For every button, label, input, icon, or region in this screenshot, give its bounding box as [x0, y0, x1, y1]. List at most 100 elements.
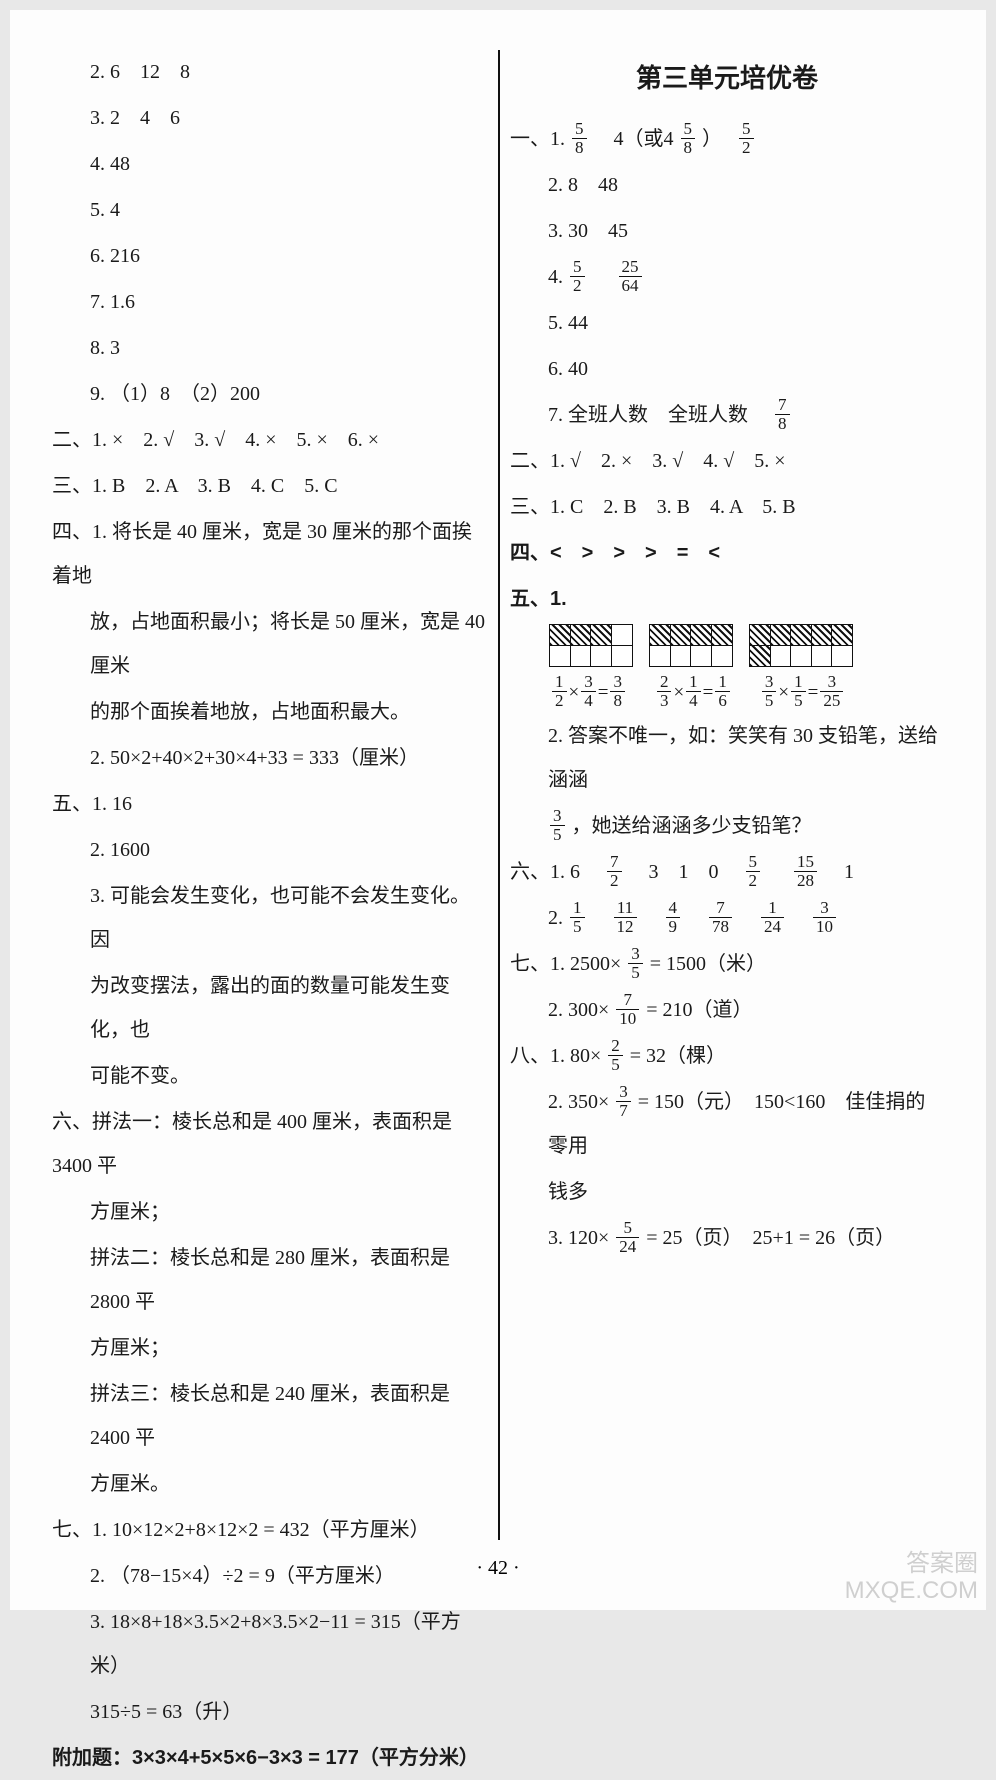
ans-line: 7. 1.6	[52, 280, 486, 324]
ans-line: 6. 216	[52, 234, 486, 278]
ans-line: 6. 40	[510, 347, 944, 391]
fraction: 58	[572, 120, 587, 157]
fraction: 2564	[619, 258, 642, 295]
grid-cell	[670, 624, 692, 646]
ans-line: 三、1. B 2. A 3. B 4. C 5. C	[52, 464, 486, 508]
ans-line: 五、1. 16	[52, 782, 486, 826]
ans-line: 7. 全班人数 全班人数 78	[510, 393, 944, 437]
ans-line: 5. 4	[52, 188, 486, 232]
ans-line: 3. 可能会发生变化，也可能不会发生变化。因	[52, 874, 486, 962]
text: 一、1.	[510, 128, 570, 150]
ans-line: 2. 1600	[52, 828, 486, 872]
ans-line: 5. 44	[510, 301, 944, 345]
grid-cell	[749, 624, 771, 646]
ans-line: 2. 300× 710 = 210（道）	[510, 988, 944, 1032]
fraction-grids	[550, 625, 944, 666]
ans-line: 2. 50×2+40×2+30×4+33 = 333（厘米）	[52, 736, 486, 780]
grid-cell	[649, 645, 671, 667]
fraction: 35	[550, 807, 565, 844]
ans-line: 方厘米。	[52, 1462, 486, 1506]
ans-line: 为改变摆法，露出的面的数量可能发生变化，也	[52, 964, 486, 1052]
ans-line: 3. 30 45	[510, 209, 944, 253]
ans-line: 七、1. 10×12×2+8×12×2 = 432（平方厘米）	[52, 1508, 486, 1552]
ans-line: 3. 120× 524 = 25（页） 25+1 = 26（页）	[510, 1216, 944, 1260]
grid-cell	[811, 624, 833, 646]
ans-line: 方厘米；	[52, 1190, 486, 1234]
watermark-text: 答案圈	[845, 1551, 978, 1577]
text: 7. 全班人数 全班人数	[548, 404, 768, 426]
ans-line: 一、1. 58 4（或4 58 ） 52	[510, 117, 944, 161]
fraction: 58	[681, 120, 696, 157]
right-column: 第三单元培优卷 一、1. 58 4（或4 58 ） 52 2. 8 48 3. …	[498, 50, 956, 1540]
ans-line: 2. 答案不唯一，如：笑笑有 30 支铅笔，送给涵涵	[510, 714, 944, 802]
text: 4（或4	[594, 128, 679, 150]
grid-cell	[570, 645, 592, 667]
ans-line: 315÷5 = 63（升）	[52, 1690, 486, 1734]
grid-cell	[690, 624, 712, 646]
grid-cell	[749, 645, 771, 667]
ans-line: 方厘米；	[52, 1326, 486, 1370]
grid-cell	[649, 624, 671, 646]
grid-cell	[790, 624, 812, 646]
grid-cell	[770, 645, 792, 667]
grid-cell	[811, 645, 833, 667]
page-number: · 42 ·	[10, 1557, 986, 1580]
ans-line: 的那个面挨着地放，占地面积最大。	[52, 690, 486, 734]
left-column: 2. 6 12 8 3. 2 4 6 4. 48 5. 4 6. 216 7. …	[40, 50, 498, 1540]
watermark-text: MXQE.COM	[845, 1578, 978, 1604]
text: 4.	[548, 266, 568, 288]
text: ）	[702, 128, 732, 150]
fraction: 78	[775, 396, 790, 433]
ans-line: 4. 48	[52, 142, 486, 186]
unit-title: 第三单元培优卷	[510, 50, 944, 107]
ans-line: 3. 2 4 6	[52, 96, 486, 140]
ans-line: 钱多	[510, 1170, 944, 1214]
ans-line: 4. 52 2564	[510, 255, 944, 299]
ans-line: 八、1. 80× 25 = 32（棵）	[510, 1034, 944, 1078]
ans-line: 3. 18×8+18×3.5×2+8×3.5×2−11 = 315（平方米）	[52, 1600, 486, 1688]
fraction-equations: 12×34=38 23×14=16 35×15=325	[550, 672, 944, 714]
watermark: 答案圈 MXQE.COM	[845, 1551, 978, 1604]
ans-line: 2. 350× 37 = 150（元） 150<160 佳佳捐的零用	[510, 1080, 944, 1168]
ans-line: 放，占地面积最小；将长是 50 厘米，宽是 40 厘米	[52, 600, 486, 688]
fraction: 52	[570, 258, 585, 295]
fraction: 52	[739, 120, 754, 157]
ans-line: 9. （1）8 （2）200	[52, 372, 486, 416]
grid-cell	[611, 645, 633, 667]
grid-cell	[831, 645, 853, 667]
ans-line: 8. 3	[52, 326, 486, 370]
ans-line: 六、拼法一：棱长总和是 400 厘米，表面积是 3400 平	[52, 1100, 486, 1188]
ans-line: 2. 8 48	[510, 163, 944, 207]
ans-line: 四、1. 将长是 40 厘米，宽是 30 厘米的那个面挨着地	[52, 510, 486, 598]
ans-line: 拼法三：棱长总和是 240 厘米，表面积是 2400 平	[52, 1372, 486, 1460]
grid-cell	[611, 624, 633, 646]
grid-cell	[590, 645, 612, 667]
ans-line: 拼法二：棱长总和是 280 厘米，表面积是 2800 平	[52, 1236, 486, 1324]
ans-line: 三、1. C 2. B 3. B 4. A 5. B	[510, 485, 944, 529]
grid-cell	[711, 645, 733, 667]
ans-line: 可能不变。	[52, 1054, 486, 1098]
ans-line: 二、1. √ 2. × 3. √ 4. √ 5. ×	[510, 439, 944, 483]
grid-cell	[670, 645, 692, 667]
ans-line: 五、1.	[510, 577, 944, 621]
text: ，她送给涵涵多少支铅笔？	[572, 815, 812, 837]
grid-cell	[790, 645, 812, 667]
grid-cell	[770, 624, 792, 646]
ans-line: 2. 15 1112 49 778 124 310	[510, 896, 944, 940]
extra-label: 附加题：3×3×4+5×5×6−3×3 = 177（平方分米）	[52, 1747, 479, 1769]
column-divider	[498, 50, 500, 1540]
ans-line: 二、1. × 2. √ 3. √ 4. × 5. × 6. ×	[52, 418, 486, 462]
grid-cell	[711, 624, 733, 646]
grid-cell	[549, 624, 571, 646]
grid-cell	[690, 645, 712, 667]
ans-line: 七、1. 2500× 35 = 1500（米）	[510, 942, 944, 986]
grid-cell	[831, 624, 853, 646]
ans-line: 2. 6 12 8	[52, 50, 486, 94]
ans-line: 35 ，她送给涵涵多少支铅笔？	[510, 804, 944, 848]
ans-line: 四、< > > > = <	[510, 531, 944, 575]
worksheet-page: 2. 6 12 8 3. 2 4 6 4. 48 5. 4 6. 216 7. …	[10, 10, 986, 1610]
ans-line: 六、1. 6 72 3 1 0 52 1528 1	[510, 850, 944, 894]
ans-line: 附加题：3×3×4+5×5×6−3×3 = 177（平方分米）	[52, 1736, 486, 1780]
grid-cell	[549, 645, 571, 667]
grid-cell	[590, 624, 612, 646]
